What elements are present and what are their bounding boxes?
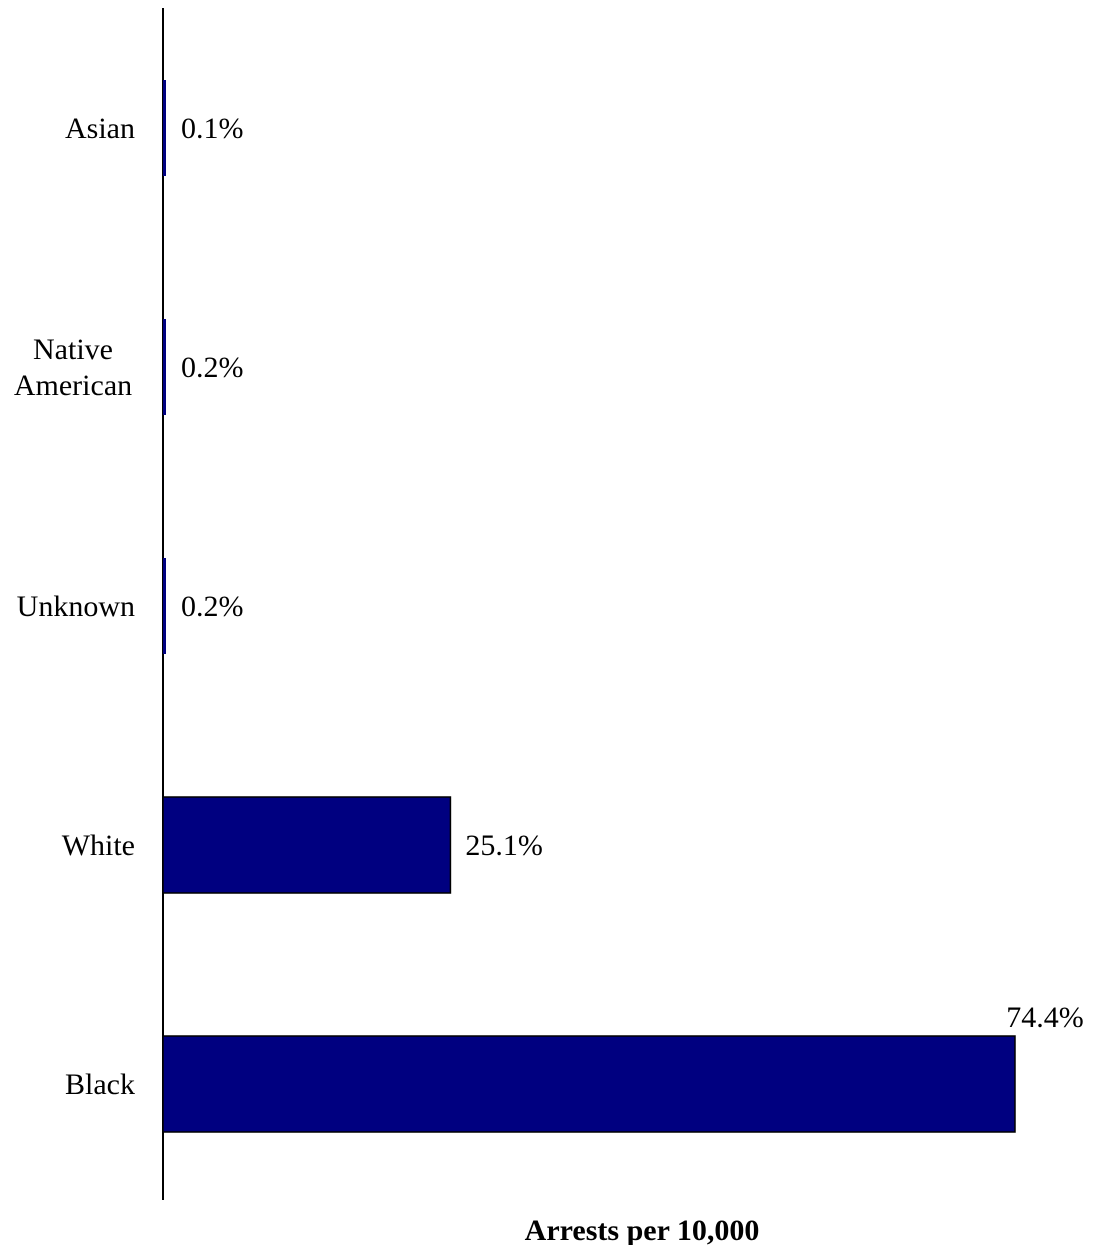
bar-white xyxy=(162,796,452,894)
bar-unknown xyxy=(163,558,166,654)
category-label-asian: Asian xyxy=(65,112,135,145)
category-label-white: White xyxy=(62,829,135,862)
data-label-asian: 0.1% xyxy=(181,112,244,145)
data-label-native-american: 0.2% xyxy=(181,351,244,384)
bar-native-american xyxy=(163,319,166,415)
category-label-native-american: Native American xyxy=(14,333,132,402)
bars-group xyxy=(162,80,1016,1133)
data-label-unknown: 0.2% xyxy=(181,590,244,623)
labels-group: Asian 0.1% Native American 0.2% Unknown 0.2% Wh… xyxy=(14,112,1084,1101)
category-label-black: Black xyxy=(65,1068,135,1101)
data-label-black: 74.4% xyxy=(1006,1001,1084,1034)
category-label-unknown: Unknown xyxy=(17,590,135,623)
bar-black xyxy=(162,1035,1016,1133)
x-axis-title: Arrests per 10,000 xyxy=(525,1214,760,1245)
data-label-white: 25.1% xyxy=(465,829,543,862)
bar-asian xyxy=(163,80,166,176)
